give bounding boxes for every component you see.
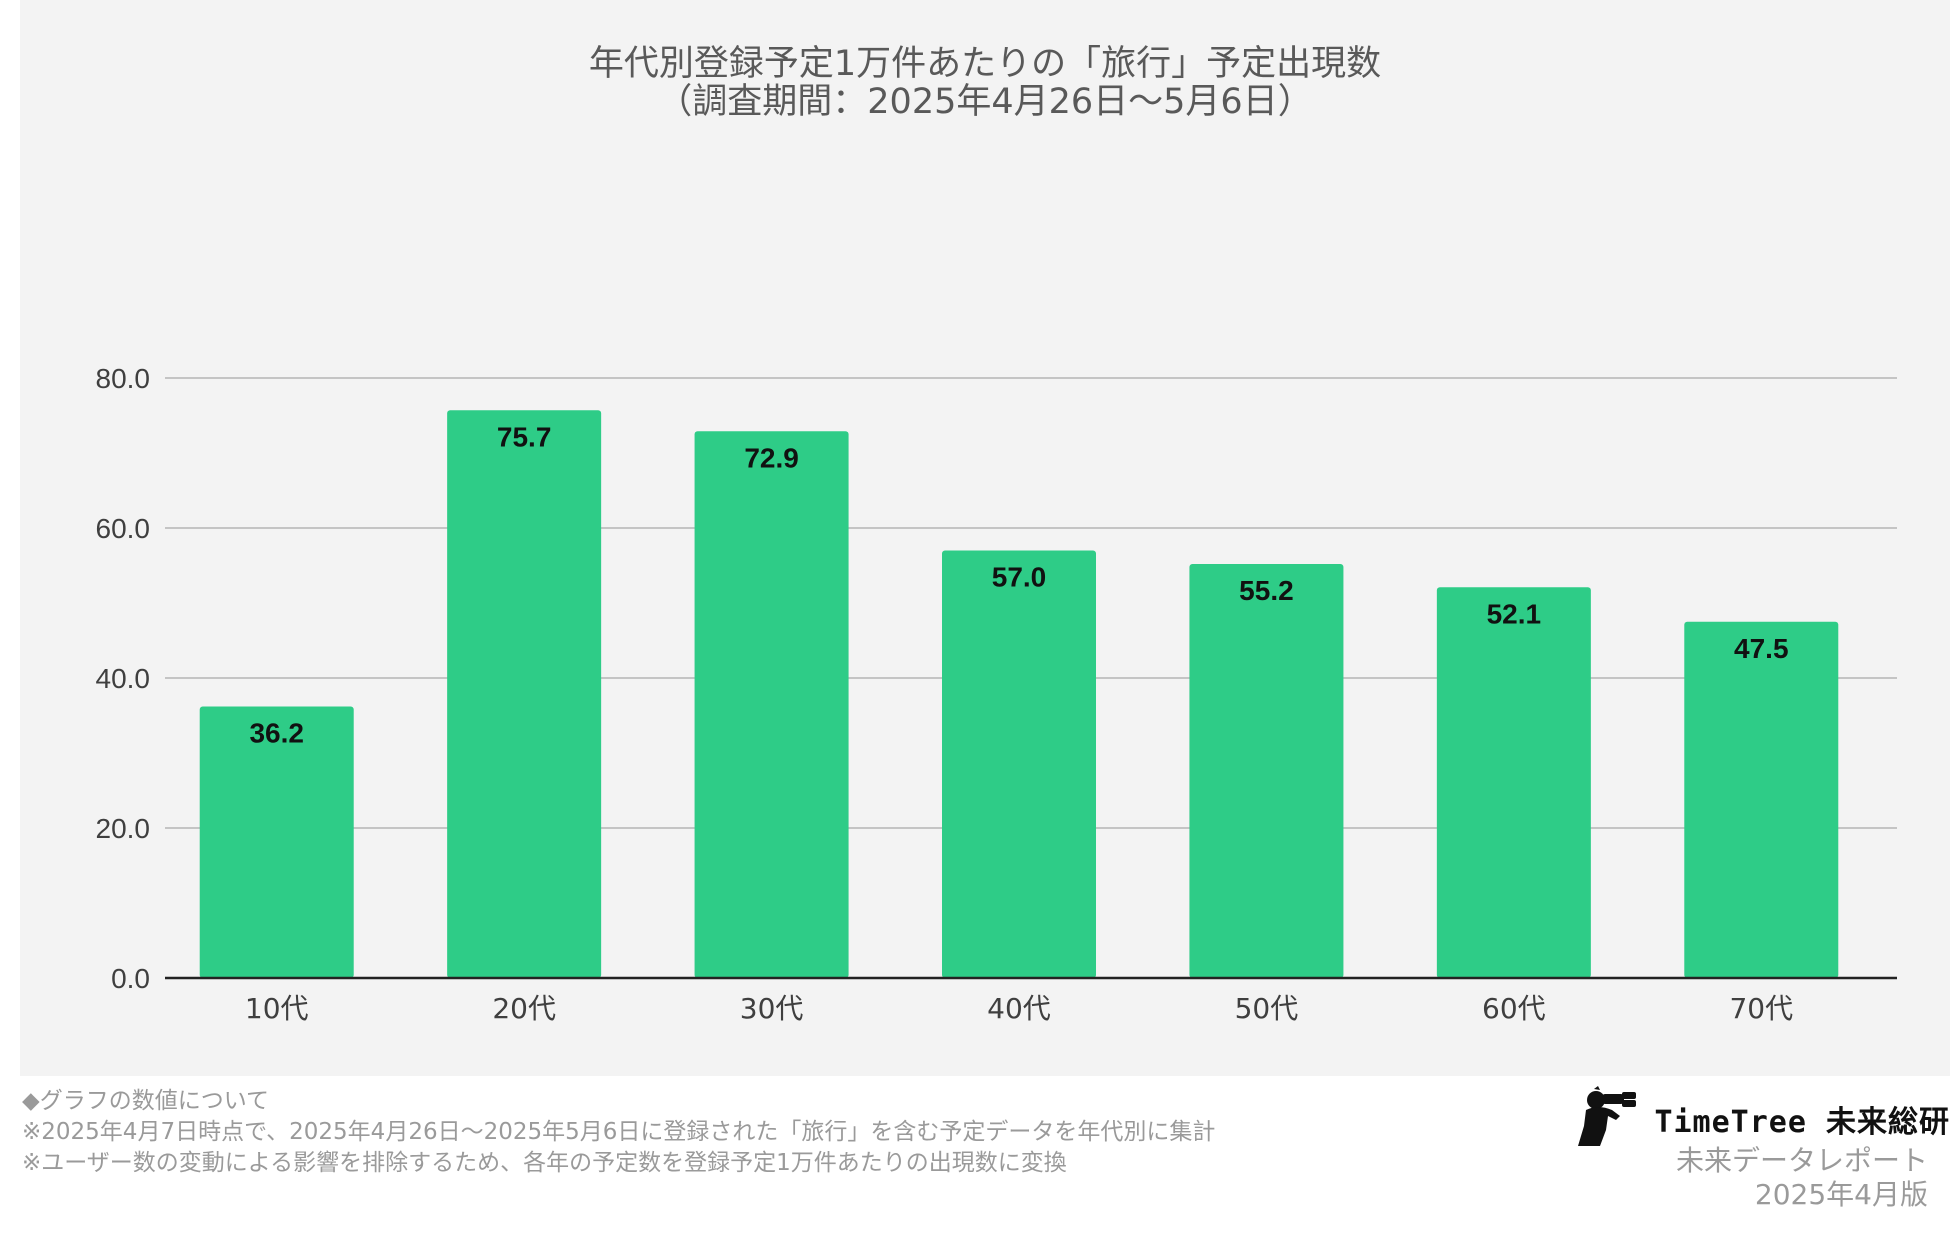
brand-sub: 未来データレポート 2025年4月版 bbox=[1676, 1144, 1928, 1212]
x-tick-label: 50代 bbox=[1235, 992, 1299, 1025]
bar bbox=[942, 550, 1096, 978]
y-tick-label: 40.0 bbox=[96, 663, 151, 694]
y-tick-label: 60.0 bbox=[96, 513, 151, 544]
bar-value-label: 72.9 bbox=[744, 442, 799, 473]
bar-value-label: 55.2 bbox=[1239, 575, 1294, 606]
bar-value-label: 52.1 bbox=[1487, 598, 1542, 629]
notes-heading: ◆グラフの数値について bbox=[22, 1088, 269, 1114]
brand-edition: 2025年4月版 bbox=[1754, 1178, 1928, 1211]
chart-subtitle: （調査期間：2025年4月26日〜5月6日） bbox=[657, 82, 1313, 122]
notes-line-1: ※2025年4月7日時点で、2025年4月26日〜2025年5月6日に登録された… bbox=[22, 1119, 1216, 1145]
bar-value-label: 75.7 bbox=[497, 421, 552, 452]
notes: ◆グラフの数値について ※2025年4月7日時点で、2025年4月26日〜202… bbox=[22, 1086, 1215, 1179]
chart-title: 年代別登録予定1万件あたりの「旅行」予定出現数 （調査期間：2025年4月26日… bbox=[20, 45, 1950, 121]
bar bbox=[1189, 564, 1344, 978]
brand-logo-row: TimeTree 未来総研 bbox=[1576, 1086, 1950, 1152]
bar bbox=[447, 410, 602, 978]
bar-value-label: 57.0 bbox=[992, 562, 1047, 593]
bar bbox=[1436, 587, 1591, 978]
y-tick-label: 0.0 bbox=[111, 963, 150, 994]
y-tick-label: 80.0 bbox=[96, 363, 151, 394]
brand: TimeTree 未来総研 未来データレポート 2025年4月版 bbox=[1550, 1076, 1950, 1234]
bar-value-label: 47.5 bbox=[1734, 633, 1789, 664]
bar-value-label: 36.2 bbox=[249, 718, 304, 749]
x-tick-label: 20代 bbox=[492, 992, 556, 1025]
bar bbox=[199, 706, 354, 978]
brand-report: 未来データレポート bbox=[1675, 1144, 1928, 1177]
x-tick-label: 10代 bbox=[245, 992, 309, 1025]
bar bbox=[1684, 621, 1839, 978]
notes-line-2: ※ユーザー数の変動による影響を排除するため、各年の予定数を登録予定1万件あたりの… bbox=[22, 1150, 1067, 1176]
chart-title-main: 年代別登録予定1万件あたりの「旅行」予定出現数 bbox=[588, 44, 1382, 84]
binoculars-person-icon bbox=[1576, 1086, 1646, 1152]
x-tick-label: 70代 bbox=[1729, 992, 1793, 1025]
x-tick-label: 60代 bbox=[1482, 992, 1546, 1025]
bar bbox=[694, 431, 849, 978]
bar-chart: 0.0 20.0 40.0 60.0 80.0 36.2 10代 75.7 20代 72.9 30代… bbox=[96, 363, 1897, 1025]
chart-panel: 年代別登録予定1万件あたりの「旅行」予定出現数 （調査期間：2025年4月26日… bbox=[20, 0, 1950, 1076]
y-tick-label: 20.0 bbox=[96, 813, 151, 844]
x-tick-label: 40代 bbox=[987, 992, 1051, 1025]
brand-name: TimeTree 未来総研 bbox=[1654, 1105, 1950, 1140]
x-tick-label: 30代 bbox=[740, 992, 804, 1025]
